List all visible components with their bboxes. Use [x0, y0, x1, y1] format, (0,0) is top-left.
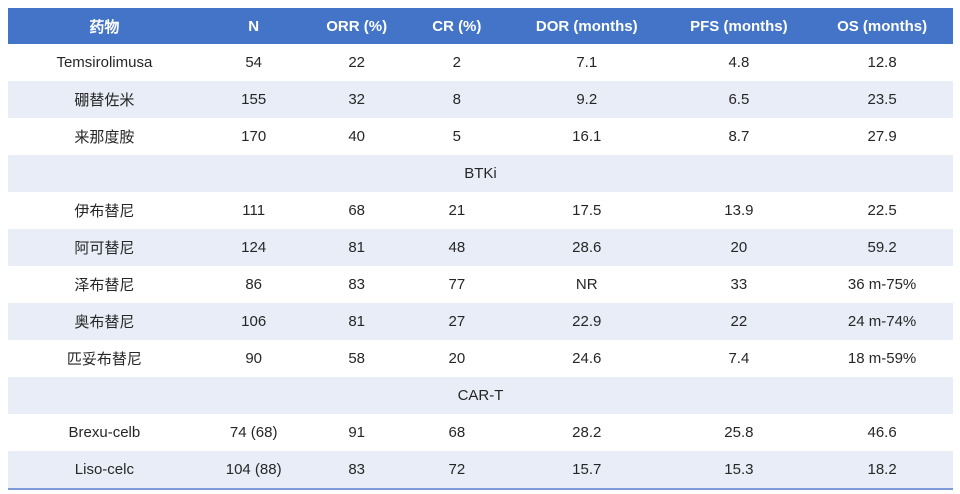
table-row: 匹妥布替尼 90 58 20 24.6 7.4 18 m-59%	[8, 340, 953, 377]
value-cell: 20	[730, 239, 748, 256]
section-label: CAR-T	[457, 387, 504, 404]
value-cell: 24 m-74%	[847, 313, 917, 330]
value-cell: 48	[448, 239, 466, 256]
table-row: 伊布替尼 111 68 21 17.5 13.9 22.5	[8, 192, 953, 229]
value-cell: 22	[348, 54, 366, 71]
value-cell: 81	[348, 239, 366, 256]
header-row: 药物 N ORR (%) CR (%) DOR (months) PFS (months)…	[8, 8, 953, 44]
value-cell: 8.7	[728, 128, 750, 145]
value-cell: 15.3	[724, 461, 754, 478]
table-row: Liso-celc 104 (88) 83 72 15.7 15.3 18.2	[8, 451, 953, 489]
drug-name-cell: 来那度胺	[74, 129, 135, 146]
table-row: 硼替佐米 155 32 8 9.2 6.5 23.5	[8, 81, 953, 118]
drug-name-cell: Temsirolimusa	[56, 54, 153, 71]
value-cell: 22	[730, 313, 748, 330]
value-cell: 124	[241, 239, 267, 256]
value-cell: 13.9	[724, 202, 754, 219]
column-header-2: ORR (%)	[306, 8, 407, 44]
value-cell: 12.8	[867, 54, 897, 71]
value-cell: 28.6	[572, 239, 602, 256]
table-header: 药物 N ORR (%) CR (%) DOR (months) PFS (months)…	[8, 8, 953, 44]
value-cell: 22.9	[572, 313, 602, 330]
value-cell: 58	[348, 350, 366, 367]
column-header-4: DOR (months)	[506, 8, 667, 44]
drug-name-cell: Brexu-celb	[68, 424, 141, 441]
value-cell: 7.4	[728, 350, 750, 367]
value-cell: 68	[448, 424, 466, 441]
value-cell: 111	[242, 202, 266, 219]
column-header-0: 药物	[8, 8, 201, 44]
table-row: Brexu-celb 74 (68) 91 68 28.2 25.8 46.6	[8, 414, 953, 451]
table-row: 阿可替尼 124 81 48 28.6 20 59.2	[8, 229, 953, 266]
value-cell: 170	[241, 128, 267, 145]
value-cell: 18.2	[867, 461, 897, 478]
value-cell: 9.2	[576, 91, 598, 108]
value-cell: 8	[452, 91, 461, 108]
drug-name-cell: 泽布替尼	[74, 277, 135, 294]
value-cell: 22.5	[867, 202, 897, 219]
value-cell: 72	[448, 461, 466, 478]
therapy-outcomes-table: 药物 N ORR (%) CR (%) DOR (months) PFS (months)…	[8, 8, 953, 490]
value-cell: 21	[448, 202, 466, 219]
value-cell: 81	[348, 313, 366, 330]
table-body: Temsirolimusa 54 22 2 7.1 4.8 12.8 硼替佐米 155 32 8 9.…	[8, 44, 953, 489]
value-cell: 27	[448, 313, 466, 330]
drug-name-cell: 阿可替尼	[74, 240, 135, 257]
section-label: BTKi	[464, 165, 497, 182]
table-row: Temsirolimusa 54 22 2 7.1 4.8 12.8	[8, 44, 953, 81]
drug-name-cell: 伊布替尼	[74, 203, 135, 220]
section-row: BTKi	[8, 155, 953, 192]
value-cell: 7.1	[576, 54, 598, 71]
drug-name-cell: 奥布替尼	[74, 314, 135, 331]
column-header-1: N	[200, 8, 307, 44]
section-row: CAR-T	[8, 377, 953, 414]
value-cell: 54	[245, 54, 263, 71]
table-row: 来那度胺 170 40 5 16.1 8.7 27.9	[8, 118, 953, 155]
table-row: 奥布替尼 106 81 27 22.9 22 24 m-74%	[8, 303, 953, 340]
value-cell: 155	[241, 91, 267, 108]
value-cell: 2	[452, 54, 461, 71]
value-cell: 25.8	[724, 424, 754, 441]
drug-name-cell: Liso-celc	[74, 461, 134, 478]
value-cell: 59.2	[867, 239, 897, 256]
value-cell: 32	[348, 91, 366, 108]
column-header-5: PFS (months)	[666, 8, 812, 44]
value-cell: 36 m-75%	[847, 276, 917, 293]
value-cell: 27.9	[867, 128, 897, 145]
value-cell: 106	[241, 313, 267, 330]
value-cell: 40	[348, 128, 366, 145]
value-cell: 17.5	[572, 202, 602, 219]
column-header-3: CR (%)	[406, 8, 507, 44]
value-cell: 33	[730, 276, 748, 293]
value-cell: 5	[452, 128, 461, 145]
value-cell: 23.5	[867, 91, 897, 108]
drug-name-cell: 匹妥布替尼	[66, 351, 142, 368]
value-cell: 28.2	[572, 424, 602, 441]
value-cell: 86	[245, 276, 263, 293]
column-header-6: OS (months)	[811, 8, 953, 44]
value-cell: 46.6	[867, 424, 897, 441]
value-cell: 104 (88)	[225, 461, 282, 478]
value-cell: 90	[245, 350, 263, 367]
table-row: 泽布替尼 86 83 77 NR 33 36 m-75%	[8, 266, 953, 303]
value-cell: 91	[348, 424, 366, 441]
value-cell: 6.5	[728, 91, 750, 108]
value-cell: 24.6	[572, 350, 602, 367]
value-cell: 77	[448, 276, 466, 293]
value-cell: NR	[575, 276, 598, 293]
value-cell: 83	[348, 276, 366, 293]
value-cell: 18 m-59%	[847, 350, 917, 367]
value-cell: 83	[348, 461, 366, 478]
value-cell: 20	[448, 350, 466, 367]
value-cell: 74 (68)	[229, 424, 278, 441]
value-cell: 4.8	[728, 54, 750, 71]
value-cell: 68	[348, 202, 366, 219]
value-cell: 16.1	[572, 128, 602, 145]
drug-name-cell: 硼替佐米	[74, 92, 135, 109]
value-cell: 15.7	[572, 461, 602, 478]
